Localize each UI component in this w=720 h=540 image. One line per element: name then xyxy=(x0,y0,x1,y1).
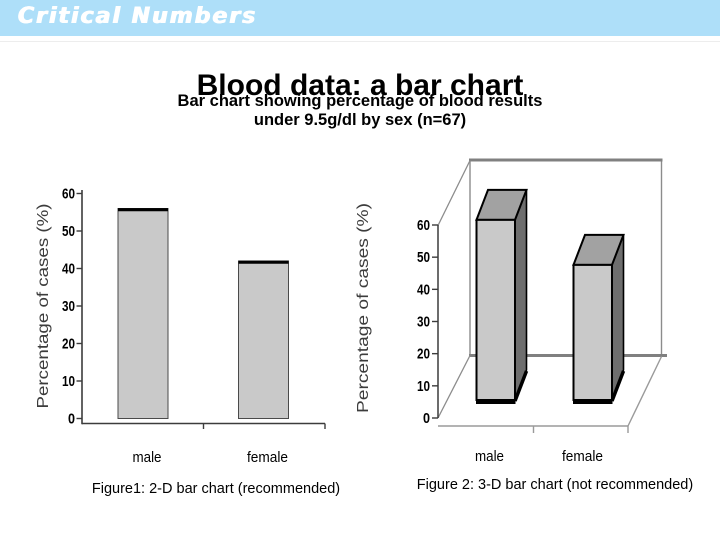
x-category-label: male xyxy=(475,448,504,465)
top-banner: Critical Numbers xyxy=(0,0,720,36)
figure-3d-caption: Figure 2: 3-D bar chart (not recommended… xyxy=(416,477,694,493)
y-tick-label: 30 xyxy=(417,313,430,330)
y-tick-label: 10 xyxy=(417,378,430,395)
left-top-diagonal xyxy=(437,160,471,226)
banner-divider xyxy=(0,41,720,42)
left-bottom-diagonal xyxy=(437,355,471,419)
y-tick-label: 40 xyxy=(62,261,75,278)
y-tick-label: 60 xyxy=(417,217,430,234)
y-tick-label: 50 xyxy=(62,223,75,240)
figure-2d-caption: Figure1: 2-D bar chart (recommended) xyxy=(91,481,341,497)
y-tick-label: 30 xyxy=(62,298,75,315)
x-category-label: female xyxy=(562,448,603,465)
critical-numbers-logo: Critical Numbers xyxy=(18,4,258,29)
bar-base-side-male xyxy=(513,370,529,402)
subtitle-line-1: Bar chart showing percentage of blood re… xyxy=(177,92,543,110)
bar-side-male xyxy=(514,189,528,401)
slide-title: Blood data: a bar chart xyxy=(196,69,524,103)
bar-front-female xyxy=(572,263,613,401)
y-tick-label: 20 xyxy=(62,336,75,353)
bar-male xyxy=(117,208,169,419)
y-axis-title: Percentage of cases (%) xyxy=(35,204,52,409)
bar-chart-2d: 0 10 20 30 40 50 60 male female Percentage of cas… xyxy=(35,186,326,466)
y-tick-label: 60 xyxy=(62,186,75,203)
bar-front-male xyxy=(475,218,516,401)
bar-female xyxy=(238,260,289,419)
y-tick-label: 0 xyxy=(68,411,75,428)
floor-right-edge xyxy=(627,356,663,427)
y-tick-label: 0 xyxy=(423,410,430,427)
y-tick-label: 50 xyxy=(417,249,430,266)
y-tick-label: 10 xyxy=(62,373,75,390)
bar-chart-3d: 0 10 20 30 40 50 60 male female Percentage of cas… xyxy=(355,158,667,465)
y-tick-label: 40 xyxy=(417,281,430,298)
y-axis-title: Percentage of cases (%) xyxy=(355,203,372,413)
x-category-label: male xyxy=(133,449,162,466)
chart-subtitle: Bar chart showing percentage of blood re… xyxy=(0,92,720,130)
subtitle-line-2: under 9.5g/dl by sex (n=67) xyxy=(253,111,467,129)
x-category-label: female xyxy=(247,449,288,466)
y-tick-label: 20 xyxy=(417,346,430,363)
bar-base-side-female xyxy=(610,370,626,402)
